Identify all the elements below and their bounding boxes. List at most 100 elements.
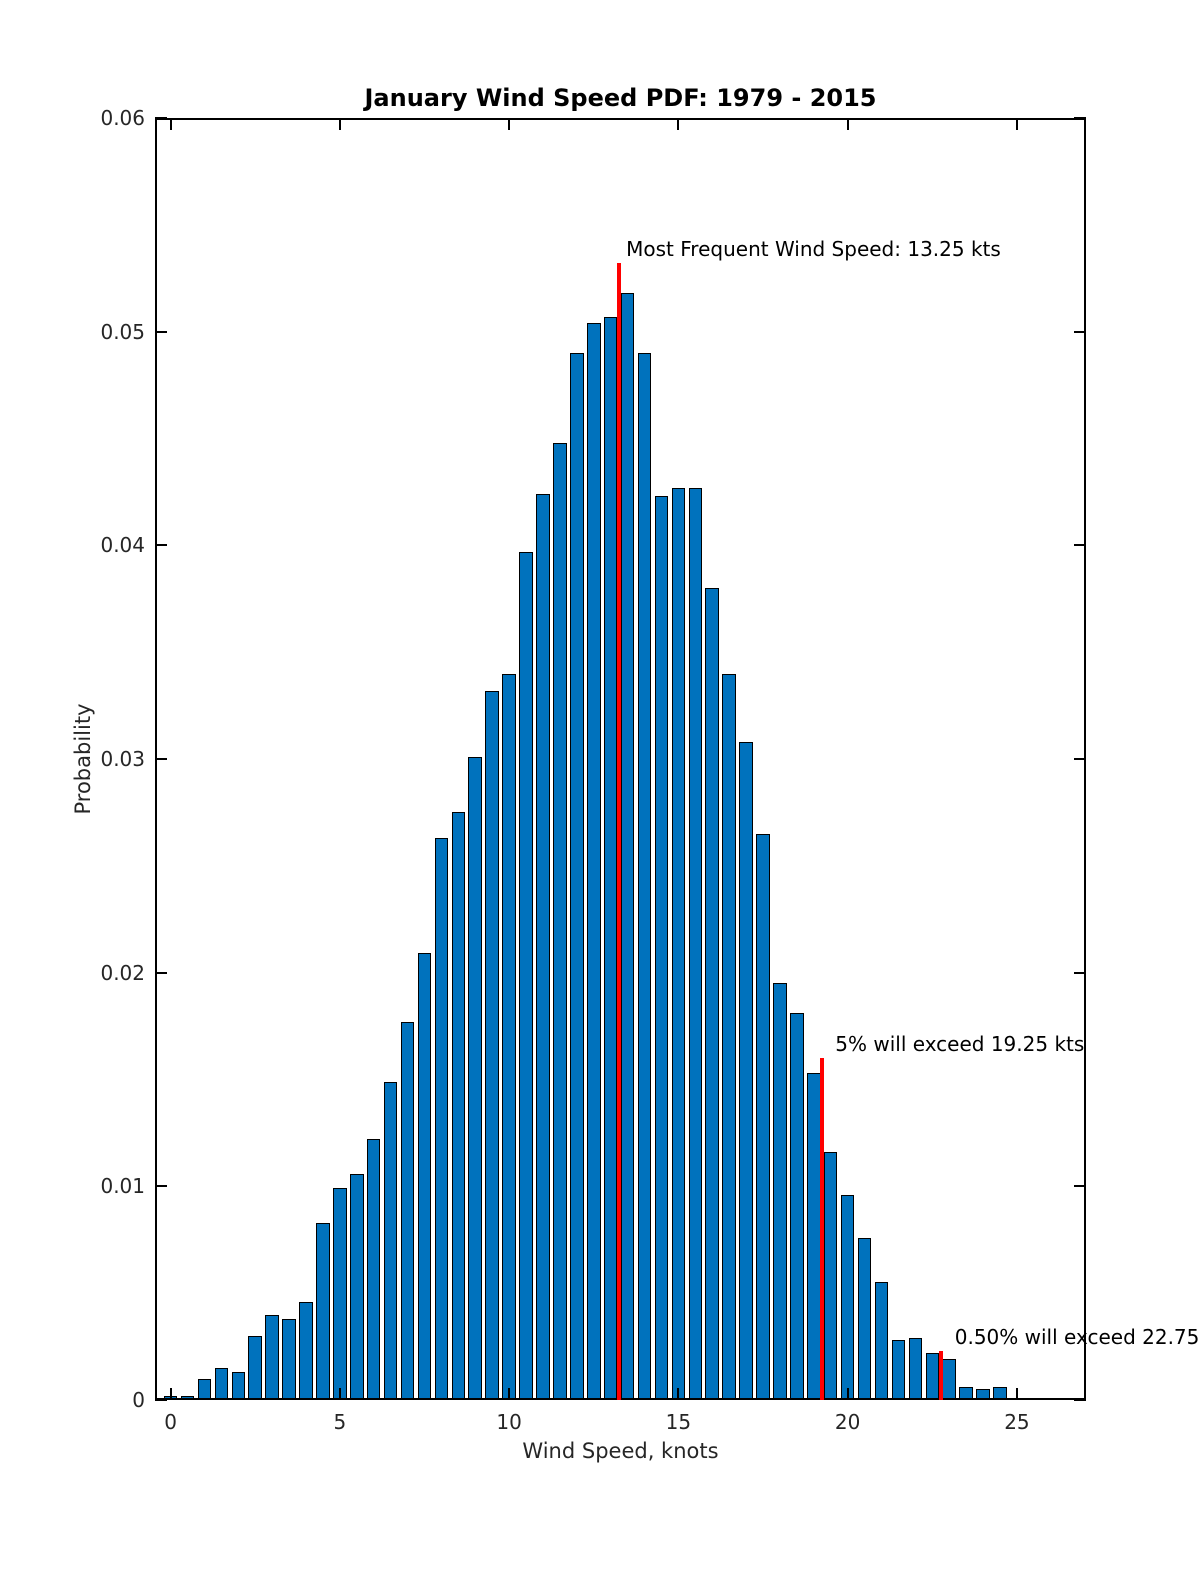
y-tick-mark-right: [1074, 1399, 1086, 1401]
x-tick-mark-top: [338, 118, 341, 130]
histogram-bar: [333, 1188, 347, 1400]
y-tick-mark: [155, 758, 167, 760]
histogram-bar: [807, 1073, 821, 1400]
histogram-bar: [316, 1222, 330, 1400]
y-tick-mark-right: [1074, 117, 1086, 119]
histogram-bar: [586, 323, 601, 1400]
chart-title: January Wind Speed PDF: 1979 - 2015: [364, 84, 877, 112]
histogram-bar: [722, 673, 736, 1400]
histogram-bar: [366, 1139, 381, 1400]
histogram-bar: [485, 690, 499, 1400]
histogram-bar: [350, 1173, 364, 1400]
histogram-bar: [468, 756, 483, 1400]
histogram-bar: [688, 487, 703, 1400]
histogram-bar: [299, 1301, 313, 1400]
x-tick-label: 5: [333, 1410, 347, 1434]
histogram-bar: [993, 1387, 1007, 1400]
y-tick-label: 0.04: [100, 533, 145, 558]
histogram-bar: [180, 1395, 195, 1400]
histogram-bar: [231, 1372, 246, 1400]
x-axis-label: Wind Speed, knots: [522, 1439, 719, 1463]
x-tick-label: 15: [665, 1410, 692, 1434]
y-tick-label: 0.06: [100, 106, 145, 130]
annotation-label: Most Frequent Wind Speed: 13.25 kts: [626, 237, 1001, 262]
y-tick-mark-right: [1074, 330, 1086, 333]
y-tick-label: 0.02: [100, 960, 145, 985]
x-tick-mark: [1015, 1388, 1018, 1400]
annotation-line: [820, 1058, 825, 1400]
histogram-bar: [620, 293, 635, 1400]
histogram-bar: [197, 1378, 212, 1400]
y-tick-label: 0.01: [100, 1174, 145, 1199]
histogram-bar: [434, 838, 449, 1400]
y-tick-mark: [155, 330, 167, 333]
histogram-bar: [840, 1194, 855, 1400]
histogram-bar: [790, 1013, 804, 1400]
histogram-bar: [959, 1387, 973, 1400]
annotation-line: [617, 263, 622, 1400]
histogram-bar: [570, 353, 584, 1400]
y-tick-mark: [155, 1399, 167, 1401]
histogram-bar: [637, 353, 652, 1400]
histogram-bar: [603, 316, 618, 1400]
histogram-bar: [1044, 1397, 1058, 1400]
histogram-bar: [705, 588, 719, 1400]
plot-area: 0 5 10 15 20 25 0 0.01 0.02 0.03 0.04 0.05 0.06 Most …: [100, 106, 1200, 1434]
histogram-bar: [925, 1353, 940, 1400]
y-tick-mark: [155, 1185, 167, 1188]
histogram-bar: [502, 673, 516, 1400]
y-tick-mark-right: [1074, 544, 1086, 547]
annotation-label: 0.50% will exceed 22.75 kts: [954, 1324, 1200, 1349]
histogram-bar: [891, 1340, 906, 1400]
x-tick-mark: [169, 1388, 172, 1400]
y-tick-mark: [155, 971, 167, 974]
y-tick-mark-right: [1074, 758, 1086, 760]
x-tick-mark: [846, 1388, 849, 1400]
y-tick-label: 0.05: [100, 319, 145, 344]
x-tick-mark: [508, 1388, 511, 1400]
histogram-bar: [942, 1359, 956, 1400]
x-tick-label: 20: [834, 1410, 861, 1434]
x-tick-mark-top: [846, 118, 849, 130]
histogram-bar: [739, 741, 753, 1400]
x-tick-mark: [677, 1388, 680, 1400]
x-tick-label: 10: [496, 1410, 522, 1434]
histogram-bar: [823, 1152, 838, 1400]
histogram-bar: [417, 953, 432, 1400]
y-tick-mark: [155, 544, 167, 547]
x-tick-label: 25: [1004, 1410, 1030, 1434]
histogram-bar: [857, 1237, 872, 1400]
histogram-bar: [536, 494, 550, 1400]
y-tick-label: 0.03: [100, 747, 145, 771]
annotation-label: 5% will exceed 19.25 kts: [835, 1032, 1085, 1057]
histogram-bar: [874, 1282, 889, 1400]
annotation-line: [938, 1350, 943, 1400]
histogram-bar: [400, 1021, 415, 1400]
histogram-bar: [519, 551, 533, 1400]
y-tick-mark: [155, 117, 167, 119]
histogram-bar: [976, 1389, 990, 1400]
x-tick-mark: [338, 1388, 341, 1400]
histogram-bar: [773, 983, 787, 1400]
histogram-bar: [908, 1338, 923, 1400]
histogram-bar: [248, 1335, 262, 1400]
y-tick-mark-right: [1074, 1185, 1086, 1188]
x-tick-mark-top: [508, 118, 511, 130]
histogram-bar: [553, 442, 567, 1400]
histogram-bar: [282, 1318, 296, 1400]
x-tick-label: 0: [164, 1410, 177, 1434]
histogram-bar: [383, 1081, 398, 1400]
x-tick-mark-top: [1015, 118, 1018, 130]
x-tick-mark-top: [169, 118, 172, 130]
histogram-bar: [451, 812, 466, 1400]
histogram-bar: [671, 487, 686, 1400]
y-tick-label: 0: [132, 1388, 145, 1412]
histogram-bar: [265, 1314, 279, 1400]
x-tick-mark-top: [677, 118, 680, 130]
histogram-bar: [214, 1367, 229, 1400]
y-tick-mark-right: [1074, 971, 1086, 974]
histogram-bar: [1027, 1397, 1041, 1400]
histogram-bar: [756, 833, 770, 1400]
histogram-bar: [654, 496, 669, 1400]
